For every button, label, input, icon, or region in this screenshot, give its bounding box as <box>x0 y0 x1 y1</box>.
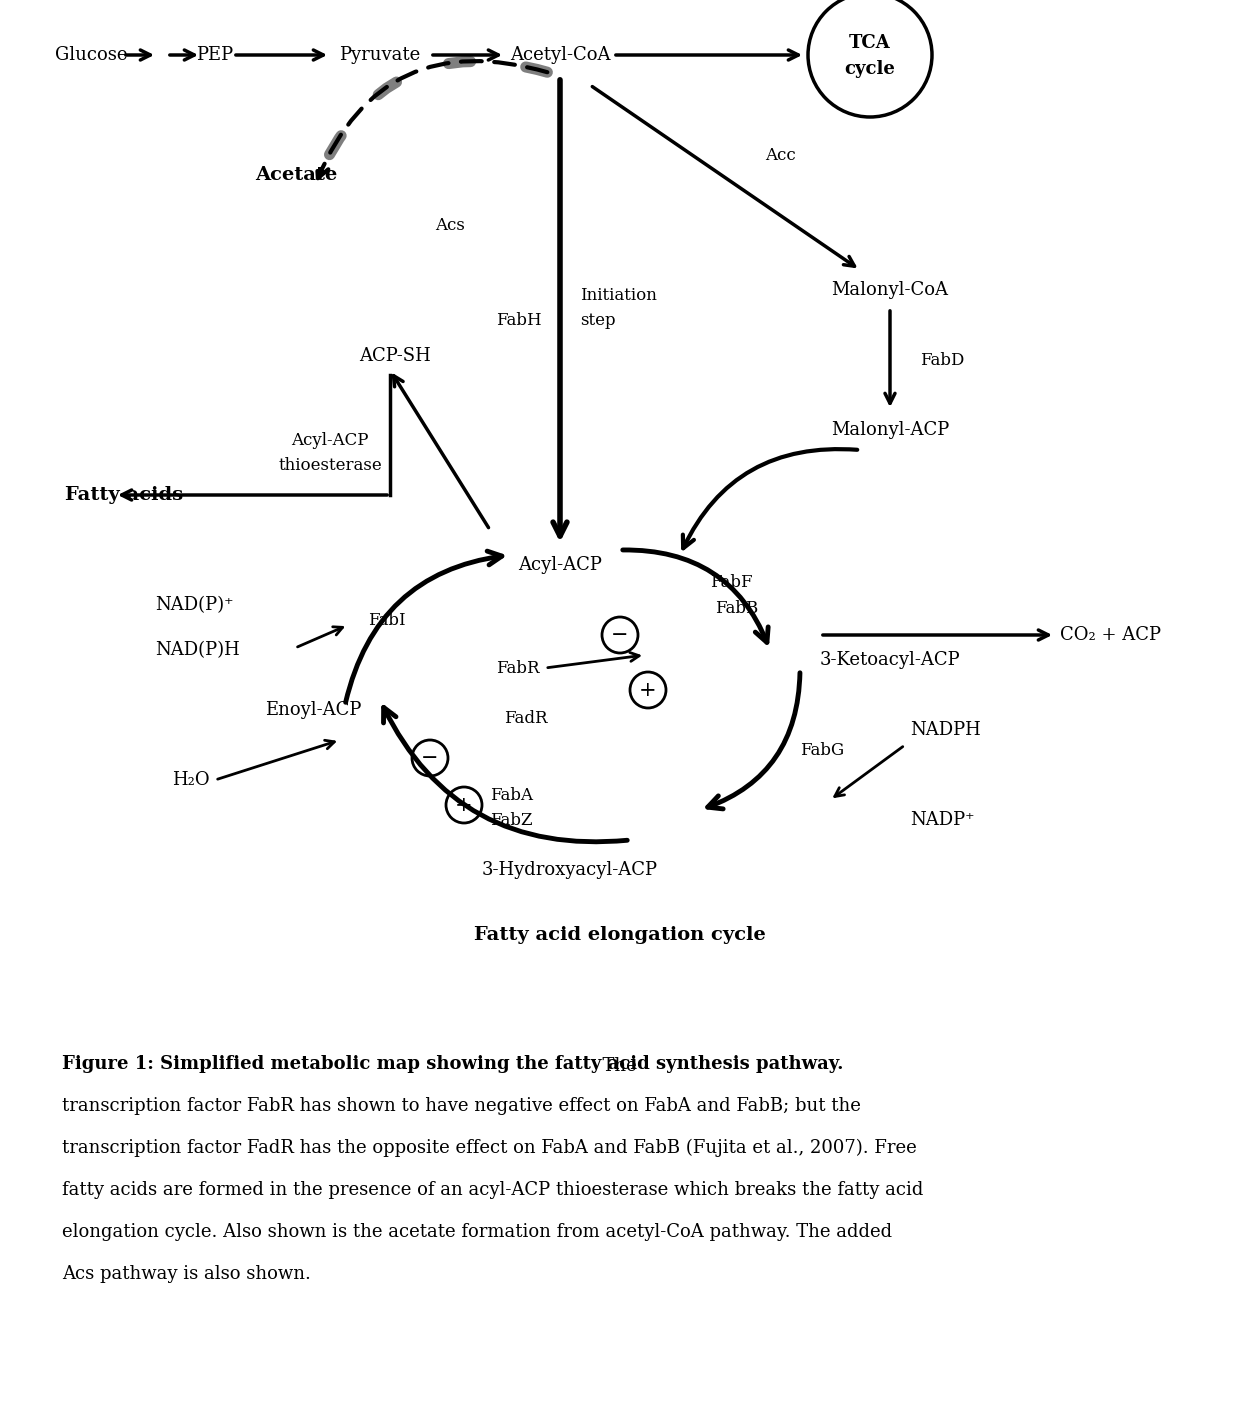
Text: −: − <box>611 625 629 645</box>
Text: Malonyl-ACP: Malonyl-ACP <box>831 421 949 439</box>
Text: Acyl-ACP: Acyl-ACP <box>518 555 601 574</box>
Text: Glucose: Glucose <box>55 45 128 64</box>
Text: cycle: cycle <box>844 60 895 78</box>
Text: The: The <box>62 1057 637 1076</box>
Text: NAD(P)H: NAD(P)H <box>155 640 239 659</box>
Text: CO₂ + ACP: CO₂ + ACP <box>1060 626 1161 643</box>
Text: Fatty acid elongation cycle: Fatty acid elongation cycle <box>474 925 766 944</box>
Text: FabA: FabA <box>490 786 533 803</box>
Text: Malonyl-CoA: Malonyl-CoA <box>832 281 949 299</box>
Text: Acs pathway is also shown.: Acs pathway is also shown. <box>62 1265 311 1282</box>
Text: FabR: FabR <box>496 659 539 676</box>
Text: 3-Hydroxyacyl-ACP: 3-Hydroxyacyl-ACP <box>482 862 658 879</box>
Text: FabZ: FabZ <box>490 812 532 829</box>
Text: thioesterase: thioesterase <box>278 456 382 473</box>
Circle shape <box>601 616 639 653</box>
Text: −: − <box>422 748 439 768</box>
Text: FabG: FabG <box>800 741 844 758</box>
Text: +: + <box>455 795 472 815</box>
Text: FabH: FabH <box>496 312 542 329</box>
Text: NADPH: NADPH <box>910 721 981 740</box>
Text: Enoyl-ACP: Enoyl-ACP <box>265 701 361 718</box>
Text: H₂O: H₂O <box>172 771 210 789</box>
Text: FabF: FabF <box>711 574 753 591</box>
Text: Acetyl-CoA: Acetyl-CoA <box>510 45 610 64</box>
Text: ACP-SH: ACP-SH <box>360 347 430 366</box>
Text: +: + <box>639 680 657 700</box>
Text: Initiation: Initiation <box>580 286 657 303</box>
Text: transcription factor FadR has the opposite effect on FabA and FabB (Fujita et al: transcription factor FadR has the opposi… <box>62 1139 916 1158</box>
Text: PEP: PEP <box>196 45 233 64</box>
Text: step: step <box>580 312 615 329</box>
Text: TCA: TCA <box>849 34 890 52</box>
Text: 3-Ketoacyl-ACP: 3-Ketoacyl-ACP <box>820 650 961 669</box>
Circle shape <box>446 786 482 823</box>
Text: Acetate: Acetate <box>255 166 337 184</box>
Text: Acyl-ACP: Acyl-ACP <box>291 432 368 449</box>
Text: FadR: FadR <box>505 710 548 727</box>
Text: NADP⁺: NADP⁺ <box>910 811 975 829</box>
Text: Acc: Acc <box>765 146 795 163</box>
Text: NAD(P)⁺: NAD(P)⁺ <box>155 597 233 614</box>
Text: transcription factor FabR has shown to have negative effect on FabA and FabB; bu: transcription factor FabR has shown to h… <box>62 1097 861 1115</box>
Text: Figure 1: Simplified metabolic map showing the fatty acid synthesis pathway.: Figure 1: Simplified metabolic map showi… <box>62 1056 843 1073</box>
Text: FabD: FabD <box>920 351 965 368</box>
Text: elongation cycle. Also shown is the acetate formation from acetyl-CoA pathway. T: elongation cycle. Also shown is the acet… <box>62 1223 892 1241</box>
Circle shape <box>630 672 666 708</box>
Circle shape <box>412 740 448 777</box>
Text: FabI: FabI <box>368 612 405 629</box>
Text: Fatty acids: Fatty acids <box>64 486 184 504</box>
Text: Acs: Acs <box>435 217 465 234</box>
Text: Pyruvate: Pyruvate <box>340 45 420 64</box>
Text: FabB: FabB <box>715 599 758 616</box>
Text: fatty acids are formed in the presence of an acyl-ACP thioesterase which breaks : fatty acids are formed in the presence o… <box>62 1180 924 1199</box>
